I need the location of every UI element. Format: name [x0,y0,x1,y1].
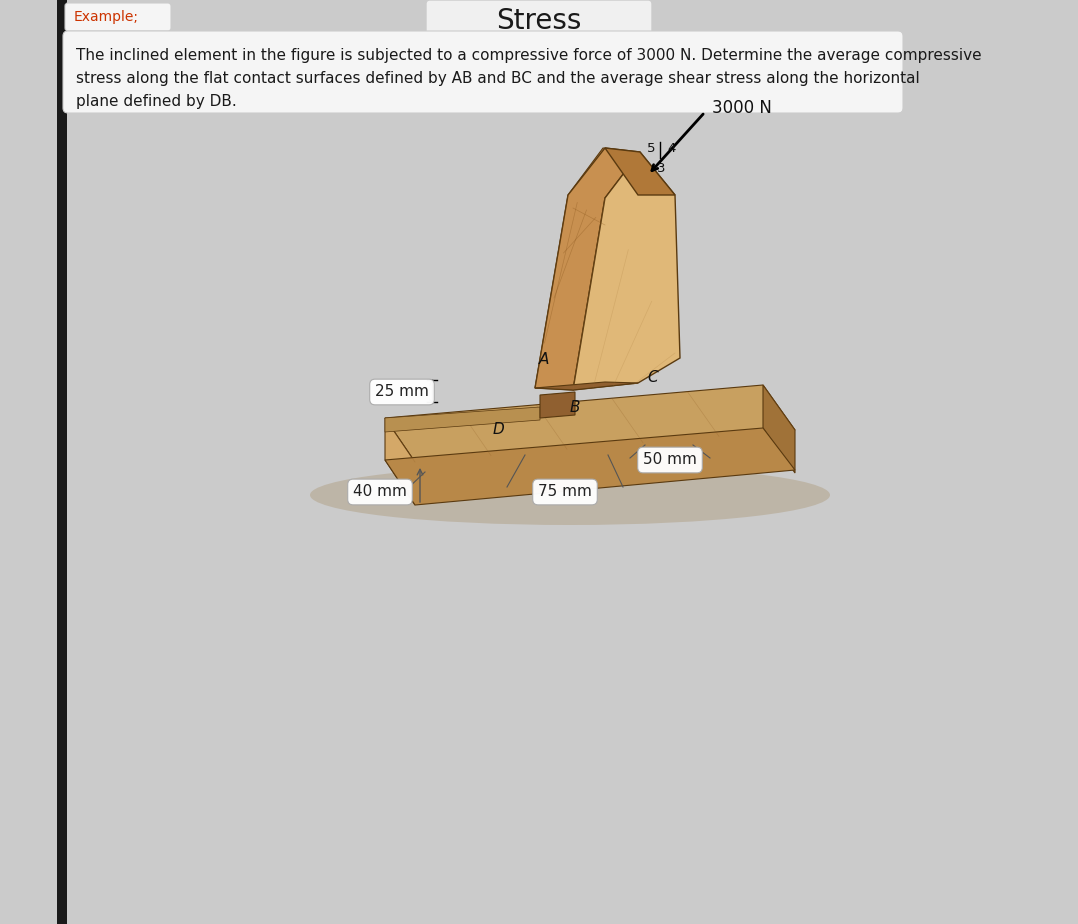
FancyBboxPatch shape [65,3,171,31]
Text: A: A [539,352,549,368]
Polygon shape [573,152,680,390]
Polygon shape [385,428,794,505]
Text: D: D [493,422,503,437]
Polygon shape [763,385,794,473]
Polygon shape [385,418,415,505]
Polygon shape [535,148,640,390]
Polygon shape [535,148,637,388]
FancyBboxPatch shape [426,0,652,42]
Text: B: B [570,399,580,415]
Text: 75 mm: 75 mm [538,484,592,500]
Text: 3: 3 [657,162,665,175]
Text: Example;: Example; [74,10,139,24]
Text: 4: 4 [667,141,676,154]
Polygon shape [605,148,675,195]
Polygon shape [385,385,794,462]
FancyBboxPatch shape [63,31,903,113]
Text: Stress: Stress [496,7,582,35]
Text: 50 mm: 50 mm [644,453,697,468]
Text: C: C [648,371,659,385]
Polygon shape [535,382,638,390]
Polygon shape [385,407,540,432]
Text: 5: 5 [647,141,655,154]
Text: 25 mm: 25 mm [375,384,429,399]
Polygon shape [540,392,575,418]
Bar [57,0,67,924]
Text: The inclined element in the figure is subjected to a compressive force of 3000 N: The inclined element in the figure is su… [77,48,982,109]
Text: 3000 N: 3000 N [711,99,772,117]
Ellipse shape [310,465,830,525]
Text: 40 mm: 40 mm [354,484,406,500]
